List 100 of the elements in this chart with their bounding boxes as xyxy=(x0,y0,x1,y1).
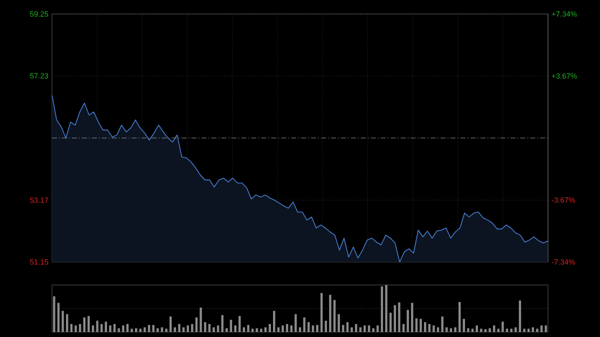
bar xyxy=(471,328,474,332)
bar xyxy=(428,324,430,332)
bar xyxy=(74,325,77,332)
bar xyxy=(364,325,366,332)
bar xyxy=(432,325,435,332)
bar xyxy=(156,328,159,332)
bar xyxy=(221,315,224,332)
bar xyxy=(96,320,98,332)
bar xyxy=(70,324,73,332)
bar xyxy=(372,328,374,332)
bar xyxy=(238,316,241,332)
bar xyxy=(450,328,452,332)
bar xyxy=(420,318,422,332)
bar xyxy=(234,325,236,332)
bar xyxy=(385,285,388,332)
bar xyxy=(170,316,172,332)
bar xyxy=(514,327,517,332)
bar xyxy=(290,325,292,332)
bar xyxy=(216,325,220,332)
bar xyxy=(294,314,297,332)
bar xyxy=(135,328,138,332)
bar xyxy=(527,328,530,332)
bar xyxy=(338,314,340,332)
bar xyxy=(226,328,228,332)
bar xyxy=(66,314,68,332)
bar xyxy=(462,318,465,332)
bar xyxy=(247,324,250,332)
bar xyxy=(467,328,470,332)
bar xyxy=(268,324,271,332)
bar xyxy=(389,312,392,332)
bar xyxy=(324,320,327,332)
bar xyxy=(540,325,543,332)
bar xyxy=(333,300,336,332)
bar xyxy=(316,324,318,332)
bar xyxy=(544,325,547,332)
bar xyxy=(78,324,82,332)
bar xyxy=(100,324,103,332)
bar xyxy=(53,296,56,332)
bar xyxy=(346,322,349,332)
bar xyxy=(191,324,194,332)
bar xyxy=(62,310,64,332)
bar xyxy=(130,328,133,332)
bar xyxy=(260,328,262,332)
bar xyxy=(212,327,215,332)
bar xyxy=(273,310,276,332)
bar xyxy=(368,325,370,332)
bar xyxy=(380,286,384,332)
bar xyxy=(411,302,414,332)
bar xyxy=(394,305,396,332)
bar xyxy=(256,328,258,332)
bar xyxy=(342,324,344,332)
bar xyxy=(148,324,150,332)
bar xyxy=(83,317,86,332)
bar xyxy=(424,322,426,332)
bar xyxy=(230,320,232,332)
bar xyxy=(454,327,456,332)
bar xyxy=(350,327,353,332)
bar xyxy=(88,316,90,332)
bar xyxy=(320,292,323,332)
bar xyxy=(286,324,288,332)
bar xyxy=(518,300,522,332)
bar xyxy=(492,325,496,332)
bar xyxy=(506,328,508,332)
bar xyxy=(195,317,198,332)
bar xyxy=(441,316,444,332)
bar xyxy=(484,329,487,332)
bar xyxy=(165,328,168,332)
bar xyxy=(497,328,500,332)
bar xyxy=(104,322,108,332)
bar xyxy=(402,324,405,332)
bar xyxy=(312,325,314,332)
bar xyxy=(308,322,310,332)
bar xyxy=(476,325,478,332)
bar xyxy=(200,308,202,332)
bar xyxy=(376,325,379,332)
bar xyxy=(152,324,154,332)
bar xyxy=(122,325,124,332)
bar xyxy=(303,317,306,332)
bar xyxy=(480,328,482,332)
bar xyxy=(354,324,358,332)
bar xyxy=(186,325,189,332)
bar xyxy=(523,328,526,332)
bar xyxy=(113,324,116,332)
bar xyxy=(109,325,112,332)
bar xyxy=(178,324,180,332)
bar xyxy=(406,310,409,332)
bar xyxy=(57,302,60,332)
bar xyxy=(251,328,254,332)
bar xyxy=(204,322,206,332)
bar xyxy=(118,328,120,332)
bar xyxy=(536,328,538,332)
bar xyxy=(329,294,332,332)
bar xyxy=(282,325,284,332)
bar xyxy=(510,328,512,332)
bar xyxy=(126,324,129,332)
bar xyxy=(92,325,94,332)
bar xyxy=(144,327,146,332)
bar xyxy=(398,302,400,332)
bar xyxy=(488,328,491,332)
bar xyxy=(502,322,504,332)
